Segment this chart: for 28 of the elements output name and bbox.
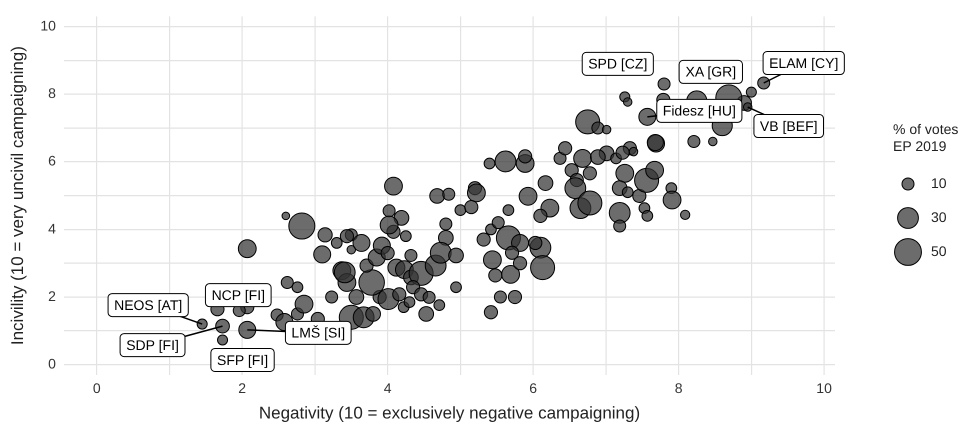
- annotation: XA [GR]: [686, 64, 736, 80]
- y-tick-label: 8: [48, 85, 56, 102]
- annotation: VB [BEF]: [760, 118, 818, 134]
- annotation: Fidesz [HU]: [662, 102, 736, 119]
- x-axis-title: Negativity (10 = exclusively negative campaigning): [258, 403, 640, 422]
- annotation: ELAM [CY]: [769, 54, 838, 71]
- annotation: SPD [CZ]: [588, 56, 648, 72]
- x-tick-label: 10: [816, 380, 832, 396]
- y-tick-label: 4: [48, 220, 56, 236]
- x-tick-label: 4: [384, 380, 392, 396]
- y-tick-label: 6: [48, 152, 56, 169]
- y-tick-label: 0: [48, 356, 56, 372]
- legend-title: % of votes EP 2019: [893, 120, 958, 154]
- annotation: NCP [FI]: [212, 287, 265, 304]
- legend-label: 30: [931, 208, 947, 225]
- x-tick-label: 8: [674, 380, 683, 396]
- y-tick-label: 2: [48, 288, 56, 304]
- x-tick-label: 0: [92, 380, 101, 396]
- annotation: LMŠ [SI]: [291, 324, 346, 341]
- annotation: SFP [FI]: [216, 352, 268, 368]
- x-tick-label: 6: [529, 380, 538, 396]
- annotation: SDP [FI]: [126, 336, 179, 353]
- y-tick-label: 10: [40, 17, 56, 34]
- legend-label: 10: [931, 174, 947, 191]
- y-axis-title: Incivility (10 = very uncivil campaigning): [8, 46, 27, 346]
- x-tick-label: 2: [238, 380, 246, 396]
- annotation: NEOS [AT]: [114, 296, 182, 313]
- legend-label: 50: [931, 242, 947, 259]
